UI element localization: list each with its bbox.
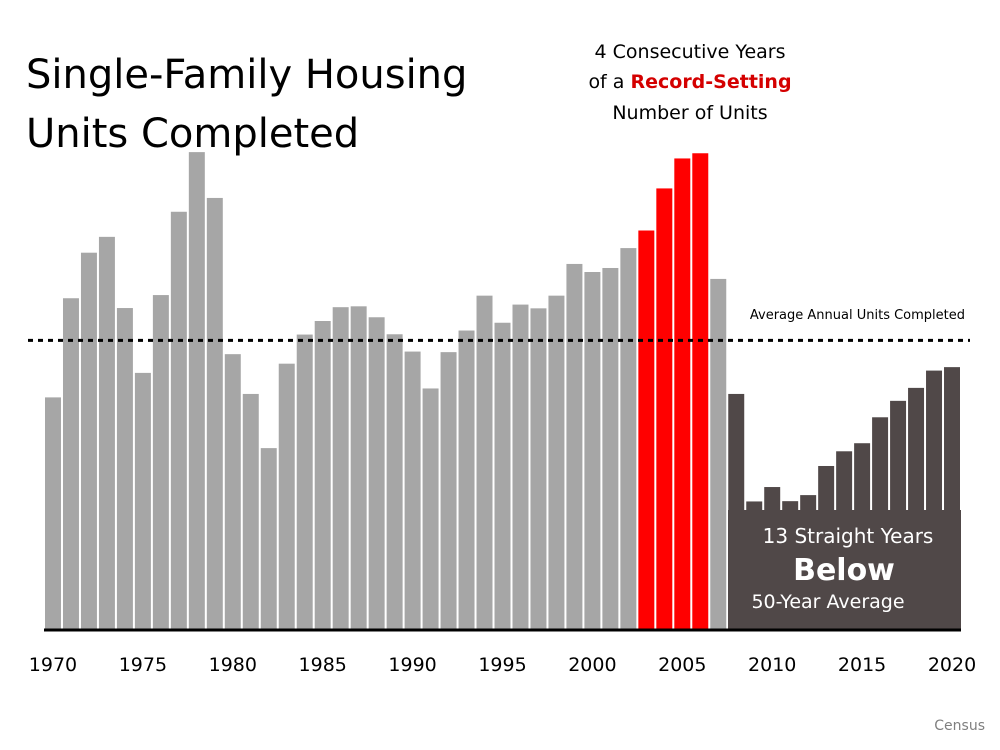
callout-line-2: of a Record-Setting [588, 71, 791, 93]
bar-1988 [368, 317, 385, 630]
bar-1990 [404, 351, 421, 630]
x-tick-2010: 2010 [748, 654, 796, 676]
bar-1998 [548, 295, 565, 630]
bar-1999 [566, 263, 583, 630]
bar-2012 [800, 495, 817, 630]
average-label: Average Annual Units Completed [750, 308, 965, 323]
bar-1991 [422, 388, 439, 630]
x-tick-1990: 1990 [388, 654, 436, 676]
bar-1993 [458, 330, 475, 630]
bar-1974 [116, 308, 133, 630]
bar-1994 [476, 295, 493, 630]
bar-2000 [584, 272, 601, 630]
bar-1981 [242, 393, 259, 630]
box-line-2: Below [793, 553, 895, 588]
bar-1986 [332, 307, 349, 630]
x-tick-1985: 1985 [299, 654, 347, 676]
bar-1971 [62, 298, 79, 630]
x-tick-1975: 1975 [119, 654, 167, 676]
x-tick-labels: 1970 1975 1980 1985 1990 1995 2000 2005 2010 2015… [29, 654, 976, 676]
x-tick-1970: 1970 [29, 654, 77, 676]
bar-1996 [512, 304, 529, 630]
x-tick-2000: 2000 [568, 654, 616, 676]
callout-line-3: Number of Units [612, 102, 767, 124]
x-tick-2015: 2015 [838, 654, 886, 676]
bar-1983 [278, 363, 295, 630]
bar-2002 [620, 248, 637, 630]
bar-2006 [692, 153, 709, 630]
bar-1980 [224, 354, 241, 630]
bar-2019 [926, 370, 943, 630]
bar-1977 [170, 211, 187, 630]
bar-1989 [386, 334, 403, 630]
bar-1995 [494, 322, 511, 630]
bar-2017 [890, 400, 907, 630]
bar-group [45, 152, 960, 631]
bar-2011 [782, 501, 799, 630]
x-tick-1995: 1995 [478, 654, 526, 676]
chart-title-line-1: Single-Family Housing [26, 52, 467, 98]
bar-2020 [944, 367, 960, 630]
bar-2015 [854, 443, 871, 630]
bar-2004 [656, 188, 673, 631]
bar-1992 [440, 352, 457, 630]
bar-1978 [188, 152, 205, 631]
bar-2018 [908, 387, 925, 630]
bar-2010 [764, 487, 781, 630]
bar-1987 [350, 306, 367, 630]
bar-2016 [872, 417, 889, 630]
bar-2014 [836, 451, 853, 630]
bar-1984 [296, 334, 313, 630]
bar-2005 [674, 158, 691, 630]
callout-record-setting: Record-Setting [630, 71, 791, 93]
bar-2001 [602, 267, 619, 630]
bar-1982 [260, 448, 277, 630]
bar-1985 [314, 321, 331, 630]
bar-2008 [728, 393, 745, 630]
x-tick-2005: 2005 [658, 654, 706, 676]
bar-1979 [206, 197, 223, 630]
bar-2009 [746, 501, 763, 630]
box-line-1: 13 Straight Years [763, 524, 934, 548]
callout-line-2-prefix: of a [588, 71, 630, 93]
below-average-box-text: 13 Straight Years Below 50-Year Average [751, 524, 933, 613]
x-tick-1980: 1980 [209, 654, 257, 676]
bar-2007 [710, 278, 727, 630]
bar-1972 [80, 252, 97, 630]
bar-1973 [98, 236, 115, 630]
bar-1975 [134, 372, 151, 630]
box-line-3: 50-Year Average [751, 591, 904, 613]
source-label: Census [934, 718, 985, 734]
callout-line-1: 4 Consecutive Years [595, 41, 786, 63]
bar-1970 [45, 397, 61, 630]
bar-2003 [638, 230, 655, 630]
bar-1976 [152, 295, 169, 630]
bar-2013 [818, 465, 835, 630]
x-tick-2020: 2020 [928, 654, 976, 676]
bar-1997 [530, 308, 547, 630]
chart-title-line-2: Units Completed [26, 111, 359, 157]
